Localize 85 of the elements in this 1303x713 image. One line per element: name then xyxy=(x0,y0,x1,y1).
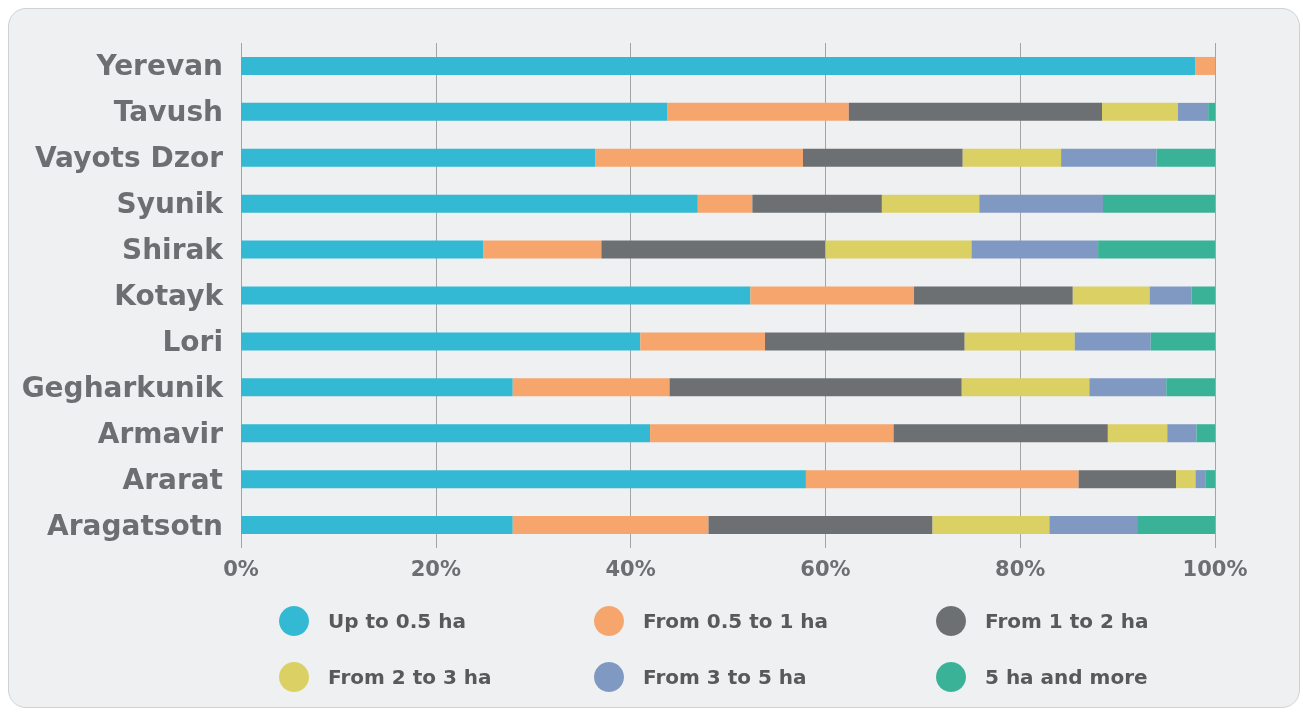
bar xyxy=(483,240,602,259)
bar xyxy=(893,424,1108,443)
legend-label: From 2 to 3 ha xyxy=(328,665,492,689)
bar xyxy=(848,102,1103,121)
y-tick-label: Tavush xyxy=(113,95,223,129)
bar xyxy=(961,378,1090,397)
y-tick-label: Kotayk xyxy=(114,279,225,312)
y-tick-label: Gegharkunik xyxy=(21,370,225,404)
bar xyxy=(669,378,962,397)
bar xyxy=(595,148,803,167)
bar xyxy=(1049,516,1138,535)
bar xyxy=(650,424,894,443)
legend-label: Up to 0.5 ha xyxy=(328,609,466,633)
bar xyxy=(881,194,980,213)
x-tick-label: 40% xyxy=(605,556,656,581)
legend-label: From 1 to 2 ha xyxy=(985,609,1149,633)
bar xyxy=(241,516,513,535)
bar xyxy=(241,470,806,489)
bar xyxy=(752,194,882,213)
bar xyxy=(979,194,1103,213)
x-tick-label: 80% xyxy=(995,556,1046,581)
legend-label: 5 ha and more xyxy=(985,665,1148,689)
bar xyxy=(1167,424,1197,443)
bar xyxy=(971,240,1099,259)
x-tick-label: 100% xyxy=(1182,556,1248,581)
bar xyxy=(1196,424,1215,443)
bar xyxy=(1166,378,1215,397)
x-tick-label: 20% xyxy=(410,556,461,581)
bar xyxy=(765,332,965,351)
bar xyxy=(241,240,484,259)
bar xyxy=(914,286,1073,305)
bar xyxy=(1089,378,1167,397)
bar xyxy=(241,378,513,397)
bar xyxy=(825,240,972,259)
x-tick-label: 60% xyxy=(800,556,851,581)
y-tick-label: Yerevan xyxy=(95,49,223,83)
y-tick-label: Armavir xyxy=(97,416,224,450)
bar xyxy=(1102,194,1215,213)
bar xyxy=(1098,240,1215,259)
bar xyxy=(1195,56,1215,75)
bar xyxy=(803,148,963,167)
y-tick-label: Aragatsotn xyxy=(47,508,223,542)
y-tick-label: Ararat xyxy=(122,462,223,496)
bar xyxy=(601,240,826,259)
bar xyxy=(1061,148,1157,167)
bar xyxy=(241,148,596,167)
bar xyxy=(1074,332,1151,351)
bar xyxy=(640,332,766,351)
bar xyxy=(241,56,1196,75)
x-tick-label: 0% xyxy=(223,556,259,581)
y-tick-label: Shirak xyxy=(121,233,225,267)
bar xyxy=(241,332,641,351)
bar xyxy=(1137,516,1215,535)
bar xyxy=(708,516,933,535)
bar xyxy=(241,102,668,121)
bar xyxy=(932,516,1050,535)
y-tick-label: Vayots Dzor xyxy=(34,141,224,175)
bar xyxy=(1107,424,1168,443)
legend-label: From 3 to 5 ha xyxy=(643,665,807,689)
bar xyxy=(1205,470,1215,489)
bar xyxy=(512,516,709,535)
y-tick-label: Lori xyxy=(162,324,223,358)
bar xyxy=(1102,102,1178,121)
bar xyxy=(1208,102,1215,121)
legend-label: From 0.5 to 1 ha xyxy=(643,609,829,633)
bar xyxy=(1156,148,1215,167)
bar xyxy=(1078,470,1177,489)
bar xyxy=(964,332,1075,351)
bar xyxy=(1149,286,1192,305)
bar xyxy=(1176,470,1196,489)
bar xyxy=(805,470,1079,489)
bar xyxy=(241,286,751,305)
bar xyxy=(1177,102,1209,121)
bar xyxy=(1072,286,1150,305)
bar xyxy=(241,424,651,443)
bar xyxy=(667,102,849,121)
y-tick-label: Syunik xyxy=(116,187,225,221)
bar xyxy=(1191,286,1215,305)
bar xyxy=(962,148,1062,167)
bar xyxy=(1150,332,1215,351)
bar xyxy=(1195,470,1206,489)
bar xyxy=(750,286,915,305)
bar xyxy=(512,378,670,397)
bar xyxy=(697,194,753,213)
bar xyxy=(241,194,698,213)
